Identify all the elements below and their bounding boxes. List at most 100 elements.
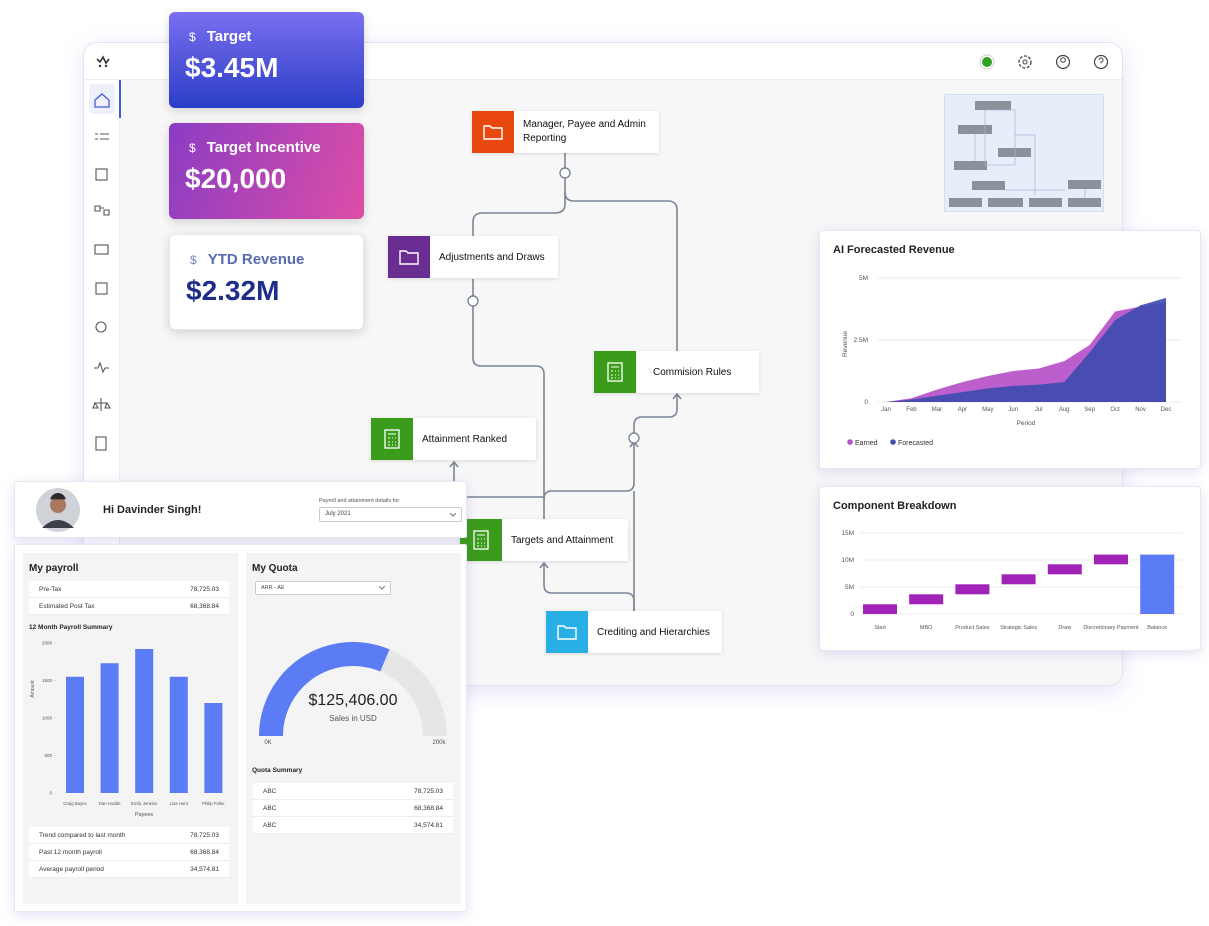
- quota-filter[interactable]: ARR - AE: [255, 581, 391, 595]
- kpi-card[interactable]: $ Target $3.45M: [169, 12, 364, 108]
- forecast-chart: AI Forecasted Revenue Revenue Period 0 2.…: [833, 244, 1182, 447]
- clipboard-icon[interactable]: [95, 436, 107, 451]
- row-label: ABC: [263, 822, 277, 829]
- x-tick-label: Jun: [1008, 407, 1018, 413]
- x-tick-label: Aug: [1059, 407, 1070, 413]
- home-icon[interactable]: [94, 93, 110, 108]
- legend-label: Forecasted: [898, 440, 933, 447]
- chart-title: 12 Month Payroll Summary: [29, 624, 113, 631]
- y-tick-label: 1000: [42, 716, 53, 721]
- user-icon[interactable]: [1055, 54, 1071, 70]
- workflow-node[interactable]: Targets and Attainment: [460, 519, 628, 561]
- node-label: Attainment Ranked: [422, 433, 508, 445]
- workflow-node[interactable]: Manager, Payee and Admin Reporting: [472, 111, 659, 153]
- y-tick-label: 0: [850, 611, 854, 618]
- x-tick-label: Sep: [1084, 407, 1095, 413]
- x-tick-label: Emily Jenkins: [131, 801, 157, 806]
- panel-title: My payroll: [29, 563, 79, 574]
- y-tick-label: 1500: [42, 678, 53, 683]
- row-value: 68,368.84: [190, 849, 219, 856]
- screen-icon[interactable]: [94, 244, 109, 255]
- period-label: Payroll and attainment details for:: [319, 498, 401, 504]
- reports-icon[interactable]: [95, 168, 108, 181]
- payroll-chart: Amount Payees 0 500 1000 1500 2000 Craig Baye…: [30, 641, 225, 819]
- kpi-card[interactable]: $ YTD Revenue $2.32M: [169, 234, 364, 330]
- logo: [96, 55, 110, 68]
- workflow-node[interactable]: Adjustments and Draws: [388, 236, 558, 278]
- workflow-node[interactable]: Attainment Ranked: [371, 418, 536, 460]
- row-label: ABC: [263, 805, 277, 812]
- y-tick-label: 10M: [841, 557, 854, 564]
- table-row: ABC 78,725.03: [253, 783, 453, 800]
- x-tick-label: Dan Hodde: [99, 801, 121, 806]
- kpi-value: $2.32M: [186, 275, 280, 306]
- step-bar: [909, 594, 944, 605]
- x-tick-label: May: [982, 407, 993, 413]
- row-value: 78,725.03: [190, 832, 219, 839]
- forecast-card: AI Forecasted Revenue Revenue Period 0 2.…: [819, 230, 1201, 469]
- row-value: 78,725.03: [414, 788, 443, 795]
- row-label: Estimated Post Tax: [39, 603, 95, 610]
- activity-icon[interactable]: [94, 361, 109, 374]
- y-tick-label: 5M: [859, 275, 868, 282]
- x-tick-label: Draw: [1058, 625, 1071, 631]
- minimap: [944, 94, 1104, 212]
- kpi-value: $3.45M: [185, 52, 279, 83]
- table-row: Average payroll period 34,574.81: [29, 861, 229, 878]
- kpi-card[interactable]: $ Target Incentive $20,000: [169, 123, 364, 219]
- x-tick-label: Oct: [1110, 407, 1120, 413]
- x-tick-label: Jan: [881, 407, 891, 413]
- x-tick-label: Balance: [1147, 625, 1167, 631]
- gauge-min-label: 0K: [264, 740, 271, 746]
- x-tick-label: Craig Bayes: [63, 801, 86, 806]
- help-icon[interactable]: [1093, 54, 1109, 70]
- table-row: ABC 34,574.81: [253, 817, 453, 834]
- x-tick-label: Feb: [906, 407, 917, 413]
- table-row: Past 12 month payroll 68,368.84: [29, 844, 229, 861]
- x-axis-label: Period: [1017, 420, 1036, 427]
- bar: [204, 703, 223, 793]
- x-tick-label: Strategic Sales: [1000, 625, 1037, 631]
- balance-icon[interactable]: [92, 398, 111, 411]
- table-row: Estimated Post Tax 68,368.84: [29, 598, 229, 615]
- workflow-icon[interactable]: [94, 205, 110, 216]
- quota-gauge: $125,406.00 Sales in USD 0K 200k: [259, 642, 447, 746]
- row-value: 34,574.81: [414, 822, 443, 829]
- bar: [66, 676, 84, 793]
- tasks-icon[interactable]: [95, 133, 109, 140]
- x-tick-label: Dec: [1161, 407, 1172, 413]
- greeting-bar: Hi Davinder Singh! Payroll and attainmen…: [14, 481, 467, 538]
- node-label: Crediting and Hierarchies: [597, 626, 710, 638]
- chart-title: Component Breakdown: [833, 500, 957, 512]
- filter-value: ARR - AE: [261, 585, 285, 591]
- table-row: ABC 68,368.84: [253, 800, 453, 817]
- kpi-icon: $: [189, 141, 196, 155]
- x-tick-label: Lisa Hunt: [170, 801, 189, 806]
- gauge-max-label: 200k: [432, 740, 446, 746]
- step-bar: [863, 604, 897, 614]
- period-select[interactable]: July 2021: [319, 507, 462, 522]
- greeting: Hi Davinder Singh!: [103, 504, 202, 516]
- workflow-node[interactable]: Crediting and Hierarchies: [546, 611, 722, 653]
- gauge-fill: [259, 642, 390, 736]
- y-tick-label: 0: [49, 791, 52, 796]
- status-icon[interactable]: [982, 57, 992, 67]
- quota-summary: ABC 78,725.03 ABC 68,368.84 ABC 34,574.81: [253, 783, 453, 834]
- avatar[interactable]: [36, 488, 80, 532]
- bar: [135, 649, 154, 793]
- calendar-icon[interactable]: [95, 282, 108, 295]
- area: [886, 297, 1166, 402]
- config-icon[interactable]: [95, 321, 107, 333]
- node-label: Adjustments and Draws: [439, 251, 545, 263]
- row-label: Past 12 month payroll: [39, 849, 102, 856]
- header-icons: [979, 54, 1109, 70]
- gauge-caption: Sales in USD: [329, 714, 377, 723]
- table-row: Pre-Tax 78,725.03: [29, 581, 229, 598]
- y-tick-label: 5M: [845, 584, 854, 591]
- chart-title: AI Forecasted Revenue: [833, 244, 955, 256]
- y-tick-label: 0: [864, 399, 868, 406]
- row-value: 68,368.84: [190, 603, 219, 610]
- settings-icon[interactable]: [1018, 55, 1032, 69]
- workflow-node[interactable]: Commision Rules: [594, 351, 759, 393]
- row-value: 78,725.03: [190, 586, 219, 593]
